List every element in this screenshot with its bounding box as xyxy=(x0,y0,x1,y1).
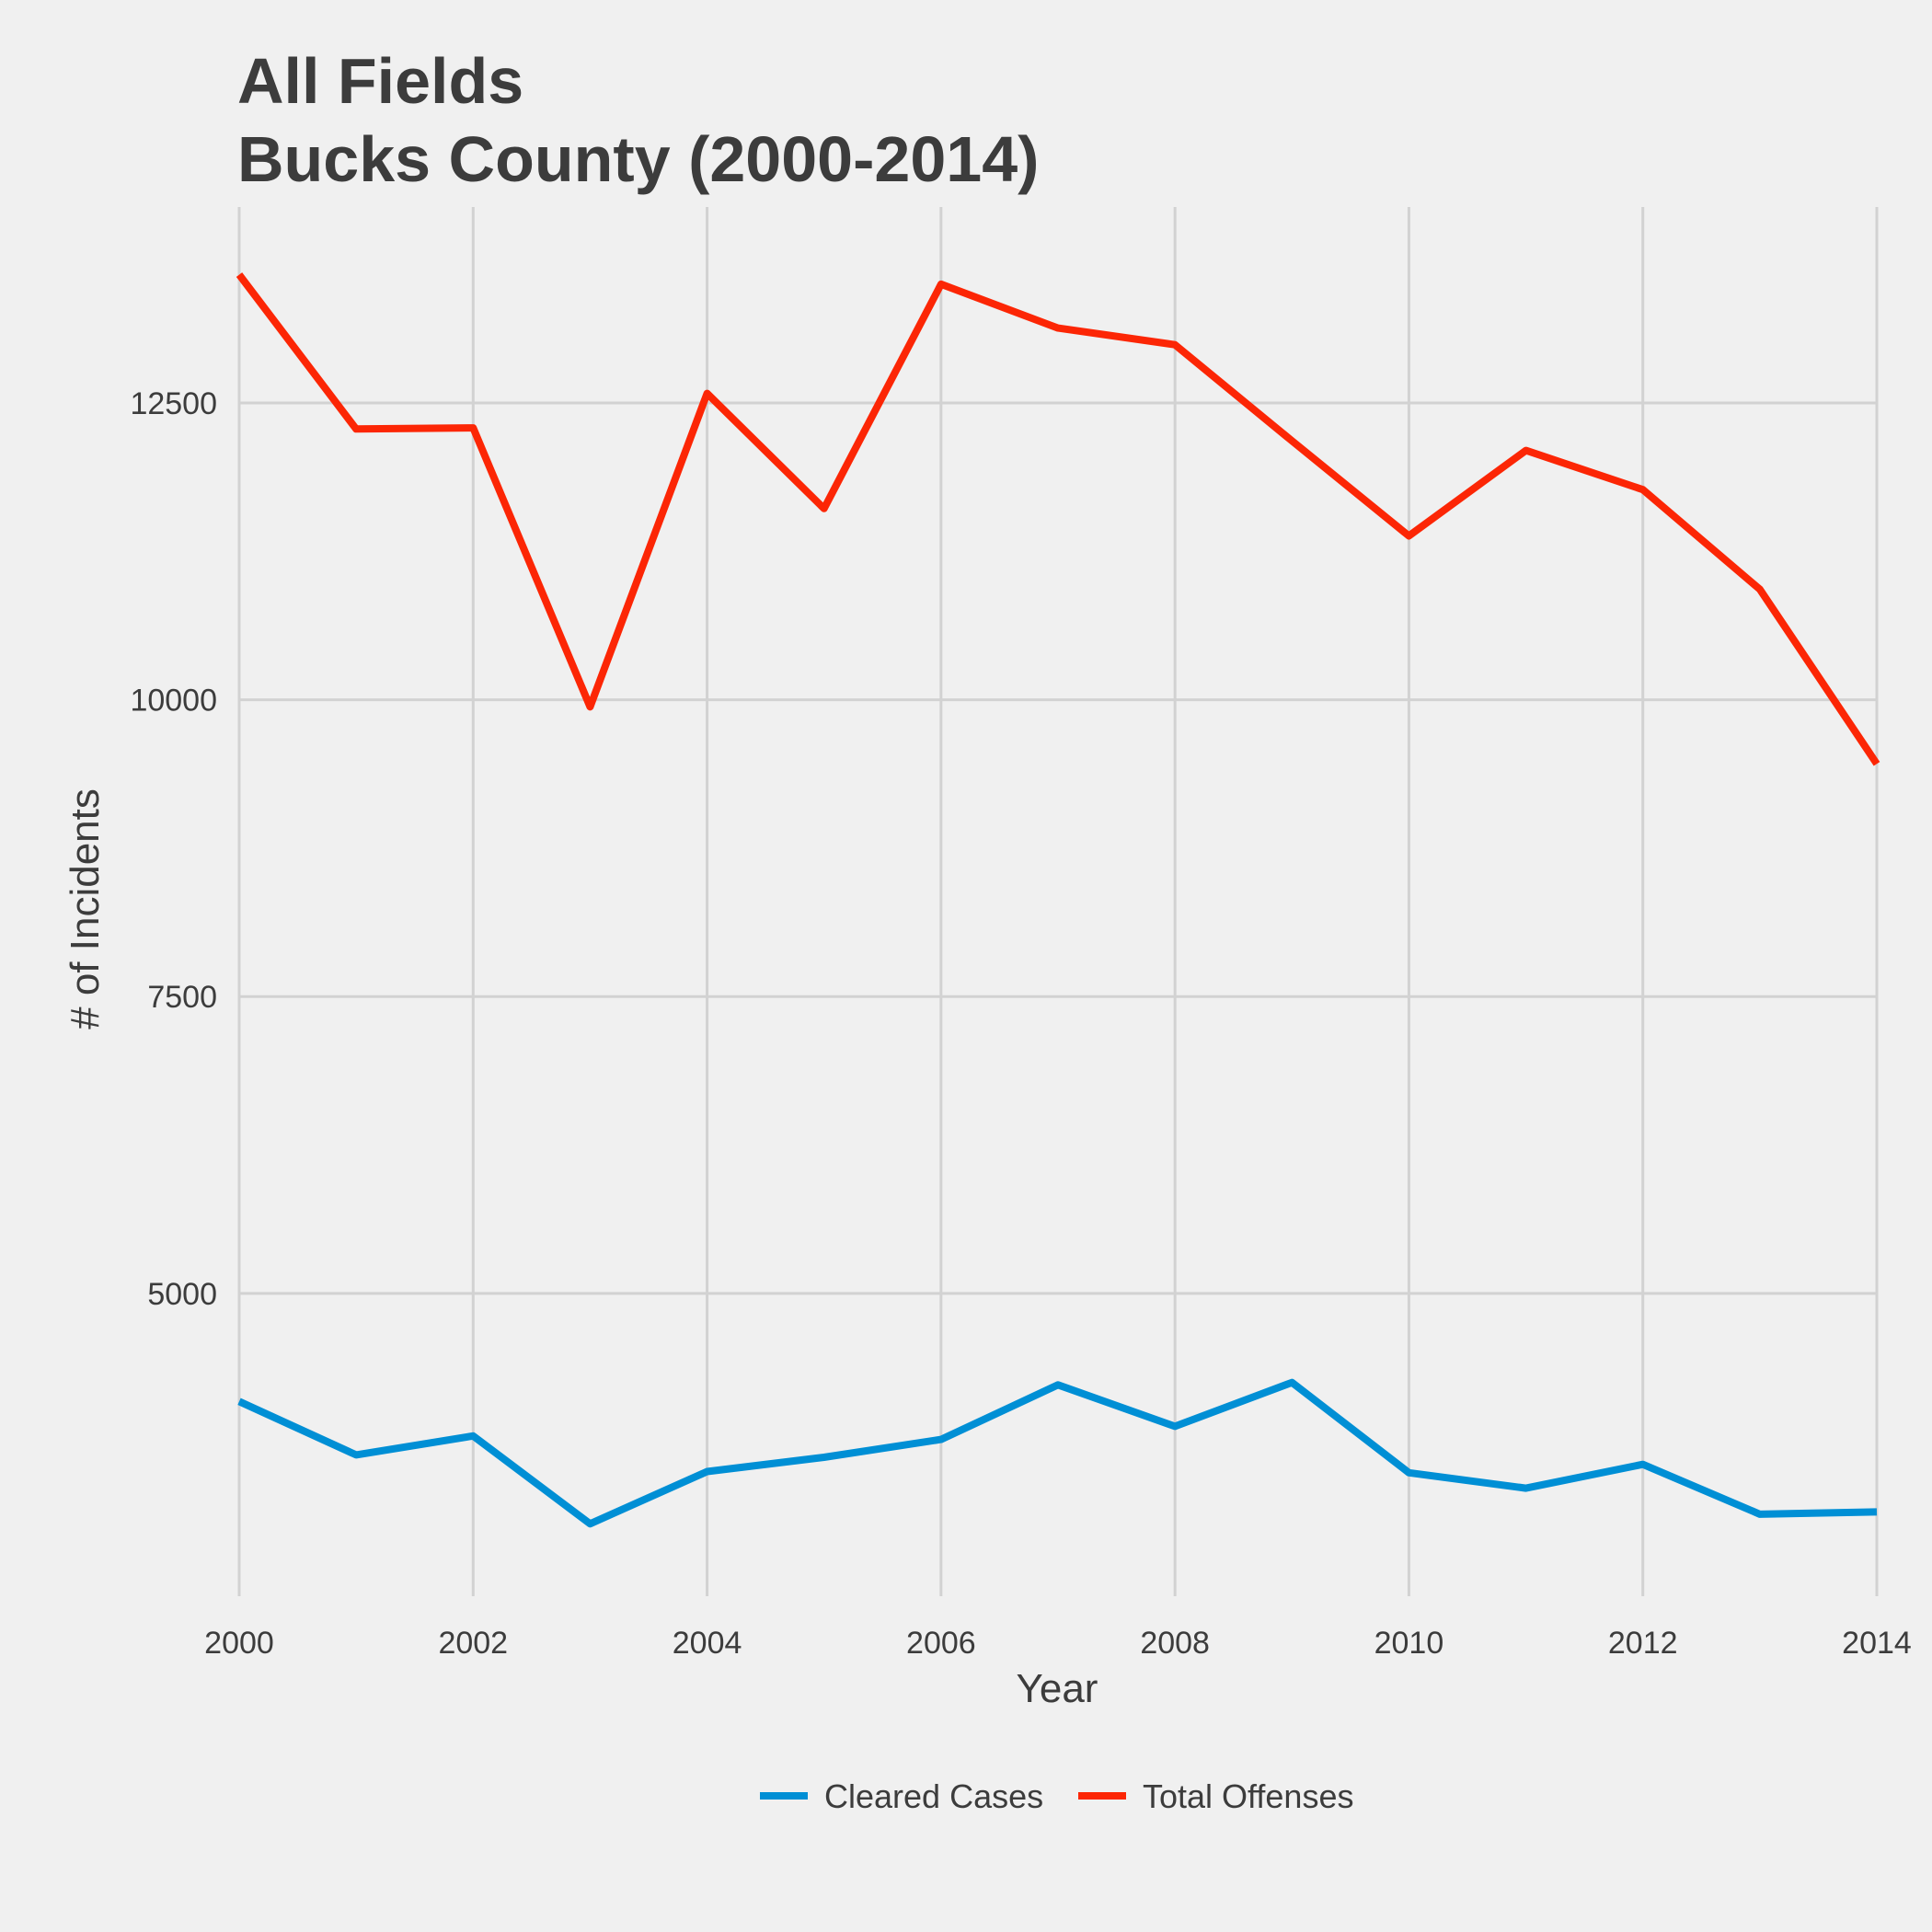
y-axis-ticks: 5000 7500 10000 12500 xyxy=(130,386,217,1312)
grid xyxy=(237,207,1879,1596)
legend-label-cleared-cases: Cleared Cases xyxy=(824,1777,1043,1815)
legend: Cleared Cases Total Offenses xyxy=(760,1777,1353,1815)
y-tick-label: 5000 xyxy=(147,1277,217,1312)
y-tick-label: 12500 xyxy=(130,386,217,421)
series-line-total-offenses xyxy=(236,272,1880,766)
x-tick-label: 2012 xyxy=(1608,1626,1678,1661)
x-axis-title: Year xyxy=(1017,1666,1098,1711)
y-tick-label: 10000 xyxy=(130,684,217,719)
x-tick-label: 2010 xyxy=(1374,1626,1444,1661)
x-tick-label: 2014 xyxy=(1842,1626,1912,1661)
y-axis-title: # of Incidents xyxy=(63,788,108,1029)
x-tick-label: 2000 xyxy=(204,1626,274,1661)
x-axis-ticks: 2000 2002 2004 2006 2008 2010 2012 2014 xyxy=(204,1626,1912,1661)
legend-label-total-offenses: Total Offenses xyxy=(1143,1777,1353,1815)
chart-title-line2: Bucks County (2000-2014) xyxy=(237,123,1039,195)
x-tick-label: 2004 xyxy=(673,1626,742,1661)
series-line-cleared-cases xyxy=(237,1378,1878,1528)
chart-title-line1: All Fields xyxy=(237,45,523,117)
series-lines xyxy=(236,272,1880,1528)
x-tick-label: 2008 xyxy=(1140,1626,1210,1661)
y-tick-label: 7500 xyxy=(147,980,217,1015)
x-tick-label: 2002 xyxy=(438,1626,508,1661)
x-tick-label: 2006 xyxy=(906,1626,976,1661)
